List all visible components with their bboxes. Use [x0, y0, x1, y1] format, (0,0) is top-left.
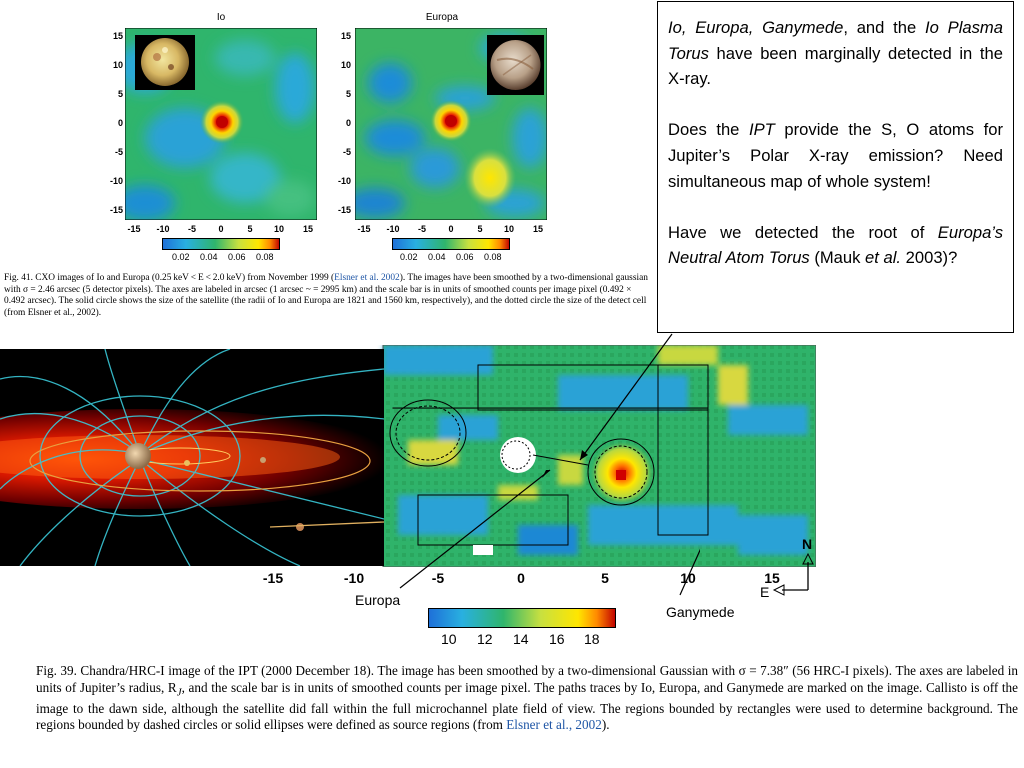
io-colorbar-tick: 0.02 [172, 252, 190, 262]
fig39-caption-text: Fig. 39. Chandra/HRC-I image of the IPT … [36, 663, 1018, 695]
europa-xtick: -10 [386, 224, 400, 234]
io-panel-title: Io [216, 12, 226, 23]
europa-ytick: -5 [342, 147, 351, 157]
ipt-xtick: 0 [517, 570, 525, 586]
io-ytick: 10 [112, 60, 123, 70]
europa-colorbar-tick: 0.06 [456, 252, 474, 262]
fig39-caption-subscript: J [176, 686, 182, 699]
fig39-caption-text: , and the scale bar is in units of smoot… [36, 679, 1018, 733]
europa-ytick: 15 [340, 31, 351, 41]
ganymede-label: Ganymede [666, 604, 735, 620]
io-xtick: 15 [302, 224, 313, 234]
annotation-arrows [399, 333, 700, 596]
fig39-citation-link[interactable]: Elsner et al., 2002 [506, 717, 602, 733]
note-text: , and the [843, 18, 926, 37]
ipt-colorbar [428, 608, 616, 628]
europa-label: Europa [355, 592, 401, 608]
note-text: 2003)? [901, 248, 958, 268]
ipt-xtick: -15 [262, 570, 284, 586]
io-colorbar-tick: 0.08 [256, 252, 274, 262]
europa-xtick: -5 [417, 224, 426, 234]
note-et-al: et al. [865, 248, 902, 268]
io-xtick: -5 [187, 224, 196, 234]
note-paragraph-3: Have we detected the root of Europa’s Ne… [668, 220, 1003, 271]
europa-ytick: 10 [340, 60, 351, 70]
note-paragraph-1: Io, Europa, Ganymede, and the Io Plasma … [668, 15, 1003, 92]
fig41-caption-text: Fig. 41. CXO images of Io and Europa (0.… [4, 273, 335, 283]
europa-ytick: 5 [345, 89, 351, 99]
fig41-caption-text: ). The images have been smoothed by a tw… [4, 273, 648, 318]
note-text: provide the S, O atoms for Jupiter’s Pol… [668, 120, 1004, 191]
europa-xtick: 15 [532, 224, 543, 234]
io-xtick: 10 [273, 224, 284, 234]
ipt-xtick: -10 [343, 570, 365, 586]
note-text: Does the [668, 120, 749, 140]
io-ytick: 15 [112, 31, 123, 41]
europa-colorbar [392, 238, 510, 250]
io-ytick: 0 [117, 118, 123, 128]
ipt-colorbar-tick: 10 [441, 631, 457, 647]
north-label: N [802, 536, 813, 552]
ipt-xtick: 10 [680, 570, 696, 586]
ipt-heatmap [258, 345, 816, 567]
io-xtick: 0 [218, 224, 224, 234]
europa-colorbar-tick: 0.02 [400, 252, 418, 262]
io-moon-icon [141, 38, 189, 86]
note-text: have been marginally detected in the X-r… [668, 43, 1003, 89]
io-xtick: 5 [247, 224, 253, 234]
ipt-colorbar-tick: 14 [513, 631, 529, 647]
ipt-colorbar-tick: 16 [549, 631, 565, 647]
ipt-xtick: 15 [764, 570, 780, 586]
io-ytick: -10 [109, 176, 123, 186]
europa-xtick: 10 [503, 224, 514, 234]
fig39-caption-text: ). [601, 717, 610, 733]
io-colorbar-tick: 0.06 [228, 252, 246, 262]
europa-ytick: -15 [337, 205, 351, 215]
ipt-colorbar-tick: 12 [477, 631, 493, 647]
io-photo [135, 35, 195, 90]
ipt-xtick: -5 [431, 570, 445, 586]
note-torus: Io Plasma Torus [668, 18, 1003, 63]
note-ipt: IPT [749, 120, 775, 140]
discussion-box: Io, Europa, Ganymede, and the Io Plasma … [657, 1, 1014, 333]
europa-photo [487, 35, 544, 95]
fig39-caption: Fig. 39. Chandra/HRC-I image of the IPT … [36, 663, 1018, 734]
io-ytick: -15 [109, 205, 123, 215]
europa-ytick: -10 [337, 176, 351, 186]
europa-moon-icon [490, 40, 541, 90]
io-xtick: -10 [156, 224, 170, 234]
io-ytick: -5 [114, 147, 123, 157]
europa-colorbar-tick: 0.04 [428, 252, 446, 262]
note-moons: Io, Europa, Ganymede [668, 18, 844, 37]
fig41-citation-link[interactable]: Elsner et al. 2002 [334, 273, 400, 283]
note-text: Have we detected the root of [668, 222, 938, 242]
note-text: (Mauk [809, 248, 866, 268]
europa-xtick: 5 [477, 224, 483, 234]
ipt-xtick: 5 [601, 570, 609, 586]
europa-panel-title: Europa [425, 12, 459, 23]
io-ytick: 5 [117, 89, 123, 99]
europa-xtick: 0 [448, 224, 454, 234]
io-xtick: -15 [127, 224, 141, 234]
fig41-caption: Fig. 41. CXO images of Io and Europa (0.… [4, 273, 654, 319]
compass-arrows [772, 552, 814, 596]
east-label: E [760, 584, 770, 600]
jupiter-magnetosphere-illustration [0, 349, 384, 566]
europa-xtick: -15 [357, 224, 371, 234]
ipt-colorbar-tick: 18 [584, 631, 600, 647]
note-paragraph-2: Does the IPT provide the S, O atoms for … [668, 117, 1003, 194]
europa-ytick: 0 [345, 118, 351, 128]
note-europa-torus: Europa’s Neutral Atom Torus [668, 222, 1003, 268]
io-colorbar-tick: 0.04 [200, 252, 218, 262]
europa-colorbar-tick: 0.08 [484, 252, 502, 262]
io-colorbar [162, 238, 280, 250]
